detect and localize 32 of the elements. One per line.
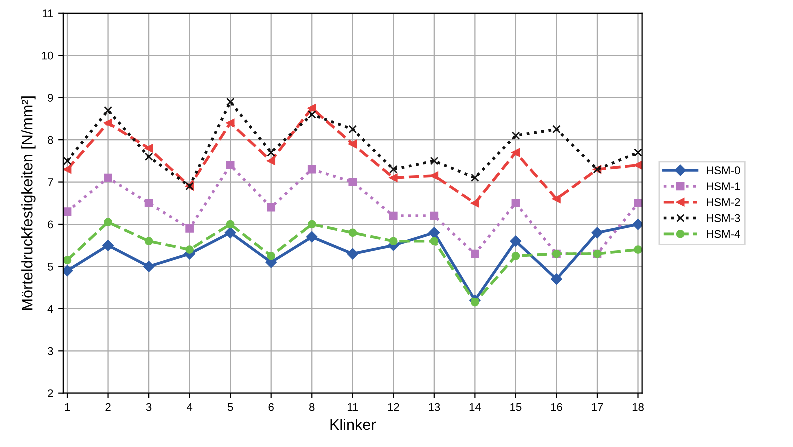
- x-tick-label: 3: [146, 403, 152, 412]
- x-tick-label: 13: [429, 403, 440, 412]
- x-tick-label: 17: [592, 403, 604, 412]
- legend-label: HSM-4: [707, 230, 740, 238]
- y-tick-label: 3: [48, 347, 54, 356]
- legend-label: HSM-3: [707, 214, 740, 222]
- y-tick-label: 9: [48, 94, 54, 102]
- x-tick-label: 1: [65, 403, 70, 412]
- x-tick-label: 2: [106, 403, 111, 412]
- x-axis-title: Klinker: [330, 418, 376, 430]
- y-tick-label: 10: [42, 52, 54, 60]
- x-tick-label: 11: [348, 403, 358, 412]
- x-tick-label: 18: [632, 403, 644, 412]
- y-tick-label: 8: [48, 136, 54, 144]
- x-tick-label: 12: [388, 403, 400, 412]
- y-tick-label: 2: [48, 390, 54, 398]
- y-tick-label: 7: [48, 178, 54, 186]
- y-tick-label: 6: [48, 220, 54, 229]
- x-tick-label: 4: [186, 403, 193, 412]
- y-axis-title: Mörteldruckfestigkeiten [N/mm²]: [22, 96, 36, 310]
- x-tick-label: 8: [310, 403, 315, 412]
- y-tick-label: 5: [48, 263, 54, 271]
- x-tick-label: 5: [228, 403, 234, 412]
- legend-label: HSM-2: [707, 198, 740, 206]
- y-tick-label: 11: [43, 10, 54, 18]
- y-tick-label: 4: [48, 305, 54, 313]
- x-tick-label: 6: [268, 403, 274, 412]
- x-tick-label: 16: [551, 403, 562, 412]
- x-tick-label: 14: [470, 403, 482, 412]
- x-tick-label: 15: [510, 403, 522, 412]
- legend-label: HSM-1: [707, 182, 740, 190]
- legend-label: HSM-0: [707, 166, 740, 175]
